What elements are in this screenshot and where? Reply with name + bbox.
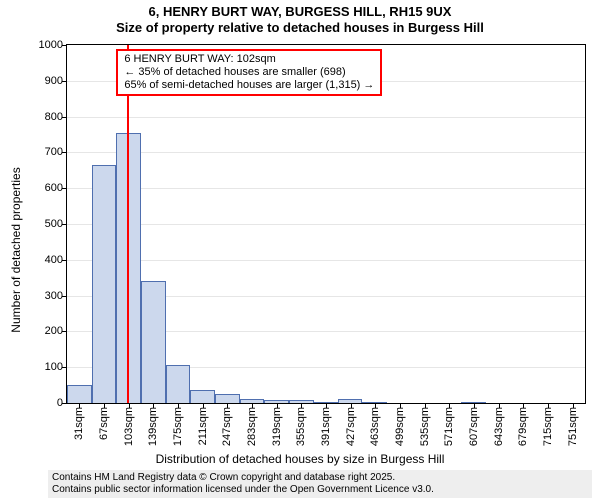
x-tick-label: 391sqm bbox=[320, 407, 332, 446]
y-tick-mark bbox=[62, 224, 67, 225]
y-tick-mark bbox=[62, 296, 67, 297]
x-tick-label: 319sqm bbox=[271, 407, 283, 446]
attribution-footer: Contains HM Land Registry data © Crown c… bbox=[48, 470, 592, 498]
x-tick-label: 283sqm bbox=[246, 407, 258, 446]
gridline bbox=[67, 152, 585, 153]
x-tick-mark bbox=[252, 403, 253, 408]
x-tick-label: 571sqm bbox=[443, 407, 455, 446]
x-tick-label: 175sqm bbox=[172, 407, 184, 446]
x-tick-mark bbox=[326, 403, 327, 408]
title-line-2: Size of property relative to detached ho… bbox=[0, 20, 600, 36]
x-tick-mark bbox=[499, 403, 500, 408]
x-tick-mark bbox=[474, 403, 475, 408]
x-tick-label: 499sqm bbox=[394, 407, 406, 446]
y-axis-label: Number of detached properties bbox=[9, 167, 23, 332]
x-tick-mark bbox=[277, 403, 278, 408]
x-tick-mark bbox=[351, 403, 352, 408]
annotation-box: 6 HENRY BURT WAY: 102sqm← 35% of detache… bbox=[116, 49, 382, 97]
y-tick-mark bbox=[62, 45, 67, 46]
x-tick-label: 139sqm bbox=[147, 407, 159, 446]
reference-marker-line bbox=[127, 45, 129, 403]
x-tick-mark bbox=[79, 403, 80, 408]
x-tick-label: 427sqm bbox=[345, 407, 357, 446]
x-tick-mark bbox=[375, 403, 376, 408]
x-tick-mark bbox=[227, 403, 228, 408]
y-tick-mark bbox=[62, 188, 67, 189]
x-tick-label: 679sqm bbox=[517, 407, 529, 446]
y-tick-mark bbox=[62, 81, 67, 82]
x-tick-mark bbox=[203, 403, 204, 408]
chart-container: 6, HENRY BURT WAY, BURGESS HILL, RH15 9U… bbox=[0, 0, 600, 500]
y-tick-mark bbox=[62, 152, 67, 153]
x-axis-label: Distribution of detached houses by size … bbox=[0, 452, 600, 466]
x-tick-label: 211sqm bbox=[197, 407, 209, 445]
gridline bbox=[67, 224, 585, 225]
footer-line-1: Contains HM Land Registry data © Crown c… bbox=[52, 472, 588, 484]
x-tick-label: 31sqm bbox=[73, 407, 85, 440]
x-tick-mark bbox=[129, 403, 130, 408]
y-tick-mark bbox=[62, 367, 67, 368]
x-tick-mark bbox=[548, 403, 549, 408]
bar bbox=[141, 281, 166, 403]
title-line-1: 6, HENRY BURT WAY, BURGESS HILL, RH15 9U… bbox=[0, 4, 600, 20]
y-tick-mark bbox=[62, 260, 67, 261]
title-block: 6, HENRY BURT WAY, BURGESS HILL, RH15 9U… bbox=[0, 4, 600, 35]
bar bbox=[92, 165, 117, 403]
gridline bbox=[67, 117, 585, 118]
x-tick-label: 247sqm bbox=[221, 407, 233, 446]
x-tick-mark bbox=[178, 403, 179, 408]
footer-line-2: Contains public sector information licen… bbox=[52, 484, 588, 496]
bar bbox=[67, 385, 92, 403]
bar bbox=[190, 390, 215, 403]
x-tick-mark bbox=[301, 403, 302, 408]
gridline bbox=[67, 188, 585, 189]
plot-area: 0100200300400500600700800900100031sqm67s… bbox=[66, 44, 586, 404]
x-tick-mark bbox=[104, 403, 105, 408]
x-tick-label: 607sqm bbox=[468, 407, 480, 446]
x-tick-label: 463sqm bbox=[369, 407, 381, 446]
x-tick-mark bbox=[425, 403, 426, 408]
x-tick-label: 715sqm bbox=[542, 407, 554, 446]
x-tick-mark bbox=[400, 403, 401, 408]
x-tick-label: 355sqm bbox=[295, 407, 307, 446]
annotation-line: 6 HENRY BURT WAY: 102sqm bbox=[124, 53, 374, 66]
x-tick-mark bbox=[153, 403, 154, 408]
x-tick-mark bbox=[523, 403, 524, 408]
x-tick-label: 751sqm bbox=[567, 407, 579, 446]
bar bbox=[215, 394, 240, 403]
x-tick-label: 535sqm bbox=[419, 407, 431, 446]
x-tick-label: 103sqm bbox=[123, 407, 135, 446]
annotation-line: ← 35% of detached houses are smaller (69… bbox=[124, 66, 374, 79]
x-tick-label: 67sqm bbox=[98, 407, 110, 440]
x-tick-mark bbox=[449, 403, 450, 408]
y-tick-mark bbox=[62, 403, 67, 404]
annotation-line: 65% of semi-detached houses are larger (… bbox=[124, 79, 374, 92]
y-tick-mark bbox=[62, 331, 67, 332]
y-tick-mark bbox=[62, 117, 67, 118]
bar bbox=[166, 365, 191, 403]
x-tick-mark bbox=[573, 403, 574, 408]
x-tick-label: 643sqm bbox=[493, 407, 505, 446]
gridline bbox=[67, 260, 585, 261]
